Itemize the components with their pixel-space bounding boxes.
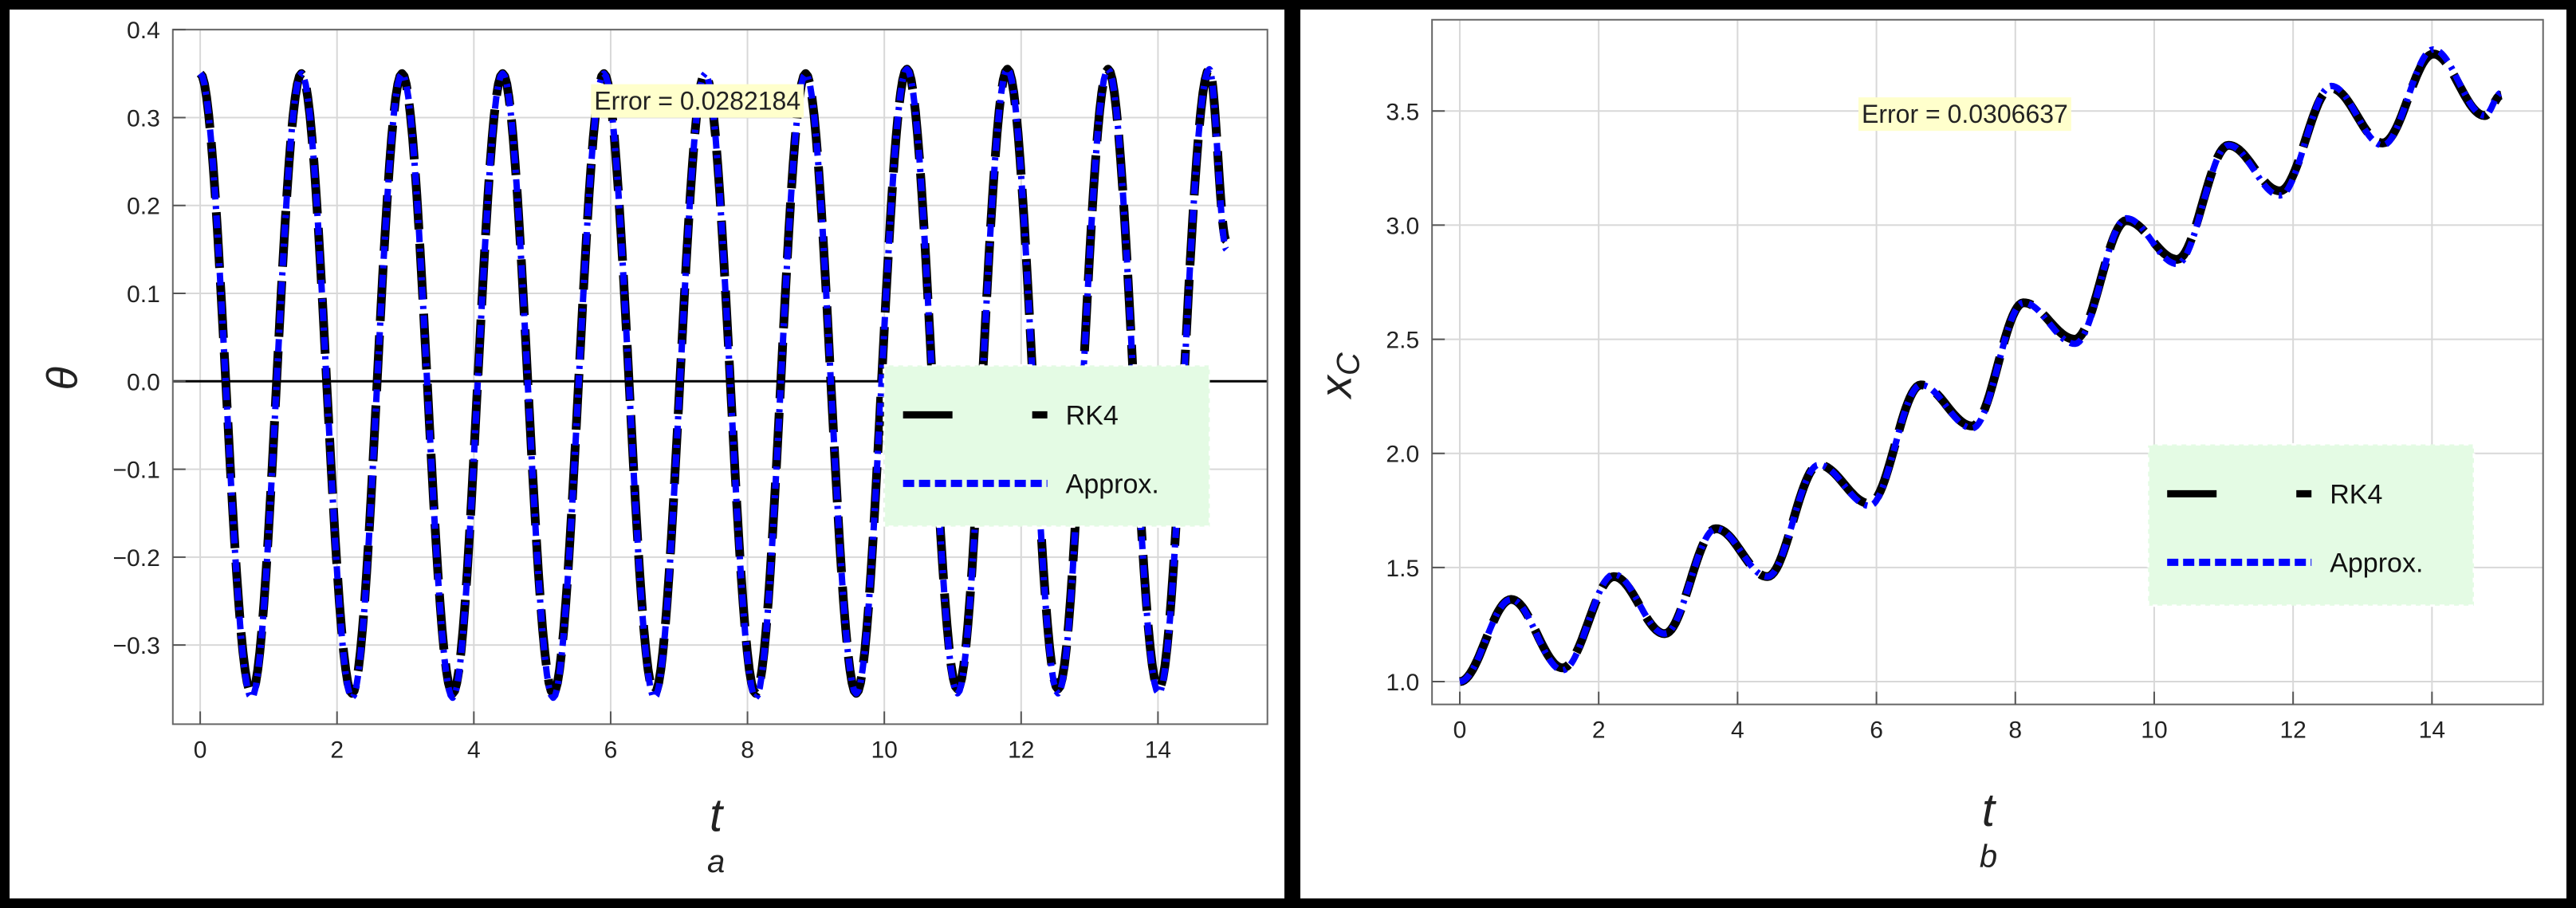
panel-b-y-axis-label-sub: C: [1331, 352, 1366, 375]
panel-a-legend-approx-label: Approx.: [1066, 469, 1159, 499]
panel-b-series: [1457, 46, 2506, 686]
panel-b-plot-frame: [1431, 18, 2544, 706]
y-tick-label-2: −0.1: [113, 458, 160, 484]
panel-a-legend: RK4 Approx.: [883, 364, 1211, 529]
y-tick-label-1: −0.2: [113, 545, 160, 572]
x-tick-label-7: 14: [2419, 717, 2445, 744]
x-tick-label-1: 2: [330, 737, 344, 763]
x-tick-label-6: 12: [2279, 717, 2306, 744]
y-tick-label-0: −0.3: [113, 633, 160, 659]
y-tick-label-3: 0.0: [127, 369, 160, 395]
panel-b-ticks: 0 2 4 6 8 10 12 14 1.0 1.5 2.0 2.5 3.0 3.5: [1386, 99, 2445, 743]
x-tick-label-4: 8: [741, 737, 754, 763]
y-tick-label-2: 2.0: [1386, 442, 1419, 468]
x-tick-label-0: 0: [1453, 717, 1467, 744]
panel-a-plot-frame: [171, 29, 1268, 725]
panel-b-legend: RK4 Approx.: [2146, 442, 2476, 607]
series-line-approx: [1458, 46, 2504, 685]
panel-a-ticks: 0 2 4 6 8 10 12 14 −0.3 −0.2 −0.1 0.0 0.1 0.2 0.3 0.4: [113, 18, 1172, 763]
panel-a-label: a: [707, 844, 725, 879]
panel-b-x-axis-label: t: [1982, 784, 1997, 836]
panel-a-x-axis-label: t: [710, 789, 725, 841]
panel-b-annotation: Error = 0.0306637: [1858, 97, 2071, 132]
panel-b-label: b: [1980, 839, 1997, 875]
panel-b-legend-bg: [2146, 442, 2476, 607]
panel-b-y-axis-label-main: x: [1310, 374, 1360, 400]
x-tick-label-4: 8: [2008, 717, 2022, 744]
y-tick-label-7: 0.4: [127, 18, 160, 44]
y-tick-label-5: 0.2: [127, 194, 160, 220]
panel-b-annotation-bg: [1858, 97, 2071, 132]
panel-b-error-label: Error = 0.0306637: [1862, 100, 2068, 128]
x-tick-label-5: 10: [2141, 717, 2167, 744]
panel-a-legend-bg: [883, 364, 1211, 529]
y-tick-label-1: 1.5: [1386, 556, 1419, 582]
x-tick-label-7: 14: [1145, 737, 1171, 763]
x-tick-label-5: 10: [871, 737, 897, 763]
x-tick-label-3: 6: [604, 737, 618, 763]
x-tick-label-6: 12: [1008, 737, 1034, 763]
panel-b-legend-rk4-label: RK4: [2330, 479, 2382, 509]
y-tick-label-3: 2.5: [1386, 328, 1419, 354]
panel-a-error-label: Error = 0.0282184: [594, 87, 800, 116]
panel-b-y-axis-label: xC: [1310, 352, 1366, 400]
y-tick-label-4: 0.1: [127, 281, 160, 308]
panel-a-annotation-bg: [591, 84, 804, 118]
x-tick-label-3: 6: [1870, 717, 1883, 744]
x-tick-label-1: 2: [1592, 717, 1606, 744]
y-tick-label-4: 3.0: [1386, 213, 1419, 239]
x-tick-label-0: 0: [194, 737, 207, 763]
panel-a-y-axis-label: θ: [38, 367, 86, 390]
y-tick-label-0: 1.0: [1386, 670, 1419, 696]
x-tick-label-2: 4: [467, 737, 481, 763]
x-tick-label-2: 4: [1731, 717, 1744, 744]
y-tick-label-6: 0.3: [127, 105, 160, 132]
panel-b-legend-approx-label: Approx.: [2330, 548, 2423, 578]
panel-a-legend-rk4-label: RK4: [1066, 400, 1119, 430]
panel-a: 0 2 4 6 8 10 12 14 −0.3 −0.2 −0.1 0.0 0.1 0.2 0.3 0.4 E…: [38, 18, 1268, 879]
panel-a-annotation: Error = 0.0282184: [591, 84, 804, 118]
panel-b: 0 2 4 6 8 10 12 14 1.0 1.5 2.0 2.5 3.0 3.5 Error = 0.…: [1310, 18, 2544, 875]
y-tick-label-5: 3.5: [1386, 99, 1419, 125]
